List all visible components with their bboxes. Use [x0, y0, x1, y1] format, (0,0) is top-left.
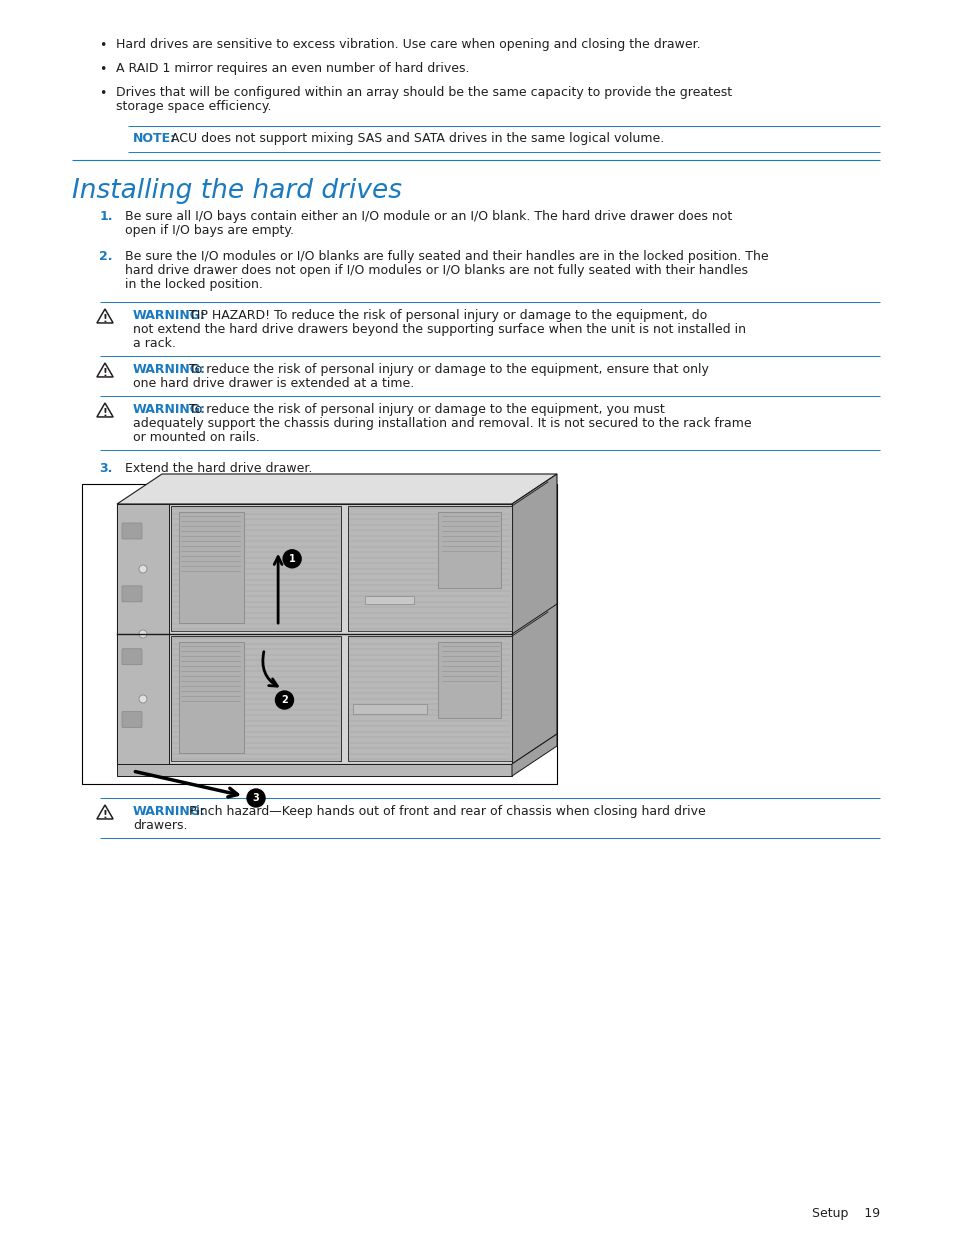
Bar	[117, 504, 169, 764]
Text: •: •	[99, 40, 107, 52]
Circle shape	[247, 789, 265, 806]
Text: 1: 1	[289, 553, 295, 564]
Bar	[353, 704, 427, 714]
Text: one hard drive drawer is extended at a time.: one hard drive drawer is extended at a t…	[132, 377, 414, 390]
Text: A RAID 1 mirror requires an even number of hard drives.: A RAID 1 mirror requires an even number …	[116, 62, 469, 75]
Bar	[348, 636, 512, 762]
FancyBboxPatch shape	[122, 711, 142, 727]
Text: Hard drives are sensitive to excess vibration. Use care when opening and closing: Hard drives are sensitive to excess vibr…	[116, 38, 700, 51]
Bar	[364, 595, 414, 604]
Circle shape	[139, 564, 147, 573]
Text: !: !	[103, 368, 108, 378]
Text: Be sure all I/O bays contain either an I/O module or an I/O blank. The hard driv: Be sure all I/O bays contain either an I…	[125, 210, 732, 224]
Text: drawers.: drawers.	[132, 819, 188, 832]
Bar	[171, 506, 341, 631]
Text: •: •	[99, 86, 107, 100]
Bar	[437, 642, 500, 719]
Text: Drives that will be configured within an array should be the same capacity to pr: Drives that will be configured within an…	[116, 86, 731, 99]
Text: !: !	[103, 810, 108, 820]
Bar	[348, 506, 512, 631]
FancyBboxPatch shape	[122, 522, 142, 538]
Text: storage space efficiency.: storage space efficiency.	[116, 100, 272, 112]
Text: ACU does not support mixing SAS and SATA drives in the same logical volume.: ACU does not support mixing SAS and SATA…	[171, 132, 663, 144]
Text: hard drive drawer does not open if I/O modules or I/O blanks are not fully seate: hard drive drawer does not open if I/O m…	[125, 264, 747, 277]
Polygon shape	[117, 474, 557, 504]
Text: open if I/O bays are empty.: open if I/O bays are empty.	[125, 224, 294, 237]
Text: WARNING:: WARNING:	[132, 309, 206, 322]
Text: Setup    19: Setup 19	[811, 1207, 879, 1220]
Text: WARNING:: WARNING:	[132, 363, 206, 375]
Circle shape	[139, 695, 147, 703]
Text: To reduce the risk of personal injury or damage to the equipment, ensure that on: To reduce the risk of personal injury or…	[189, 363, 708, 375]
Text: or mounted on rails.: or mounted on rails.	[132, 431, 259, 445]
Text: 3.: 3.	[99, 462, 112, 475]
Text: •: •	[99, 63, 107, 77]
Circle shape	[283, 550, 301, 568]
Text: a rack.: a rack.	[132, 337, 175, 350]
Text: adequately support the chassis during installation and removal. It is not secure: adequately support the chassis during in…	[132, 417, 751, 430]
Text: !: !	[103, 409, 108, 419]
Text: TIP HAZARD! To reduce the risk of personal injury or damage to the equipment, do: TIP HAZARD! To reduce the risk of person…	[189, 309, 706, 322]
Text: NOTE:: NOTE:	[132, 132, 176, 144]
FancyBboxPatch shape	[122, 648, 142, 664]
Text: Installing the hard drives: Installing the hard drives	[71, 178, 401, 204]
Bar	[179, 642, 244, 753]
Text: not extend the hard drive drawers beyond the supporting surface when the unit is: not extend the hard drive drawers beyond…	[132, 324, 745, 336]
Bar	[171, 636, 341, 762]
Text: To reduce the risk of personal injury or damage to the equipment, you must: To reduce the risk of personal injury or…	[189, 403, 664, 416]
Text: WARNING:: WARNING:	[132, 805, 206, 818]
Text: !: !	[103, 315, 108, 325]
Text: Pinch hazard—Keep hands out of front and rear of chassis when closing hard drive: Pinch hazard—Keep hands out of front and…	[189, 805, 705, 818]
Polygon shape	[512, 734, 557, 776]
Bar	[82, 484, 557, 784]
Bar	[437, 513, 500, 588]
Bar	[179, 513, 244, 624]
Polygon shape	[512, 474, 557, 764]
Circle shape	[139, 630, 147, 638]
Bar	[117, 764, 512, 776]
Text: in the locked position.: in the locked position.	[125, 278, 263, 291]
Bar	[117, 504, 512, 764]
Text: 2: 2	[281, 695, 288, 705]
Text: Extend the hard drive drawer.: Extend the hard drive drawer.	[125, 462, 312, 475]
Text: 3: 3	[253, 793, 259, 803]
Circle shape	[275, 692, 294, 709]
Text: WARNING:: WARNING:	[132, 403, 206, 416]
Text: 1.: 1.	[99, 210, 112, 224]
Text: 2.: 2.	[99, 249, 112, 263]
Text: Be sure the I/O modules or I/O blanks are fully seated and their handles are in : Be sure the I/O modules or I/O blanks ar…	[125, 249, 768, 263]
FancyBboxPatch shape	[122, 585, 142, 601]
